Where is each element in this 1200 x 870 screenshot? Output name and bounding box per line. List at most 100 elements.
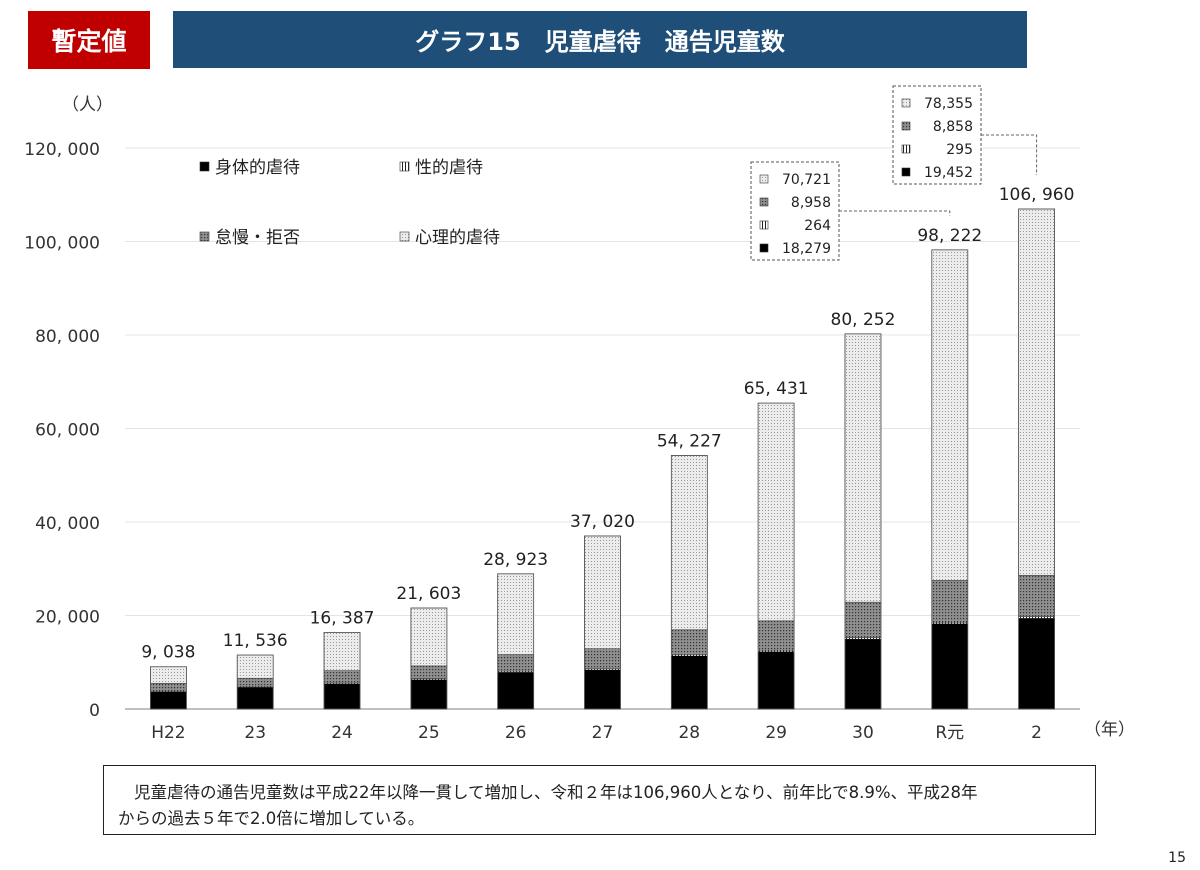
bar-outline	[757, 402, 795, 710]
bar-outline	[323, 631, 361, 710]
bar-segment	[844, 638, 882, 710]
legend-swatch	[399, 231, 410, 242]
bar-segment	[410, 678, 447, 680]
bar-segment	[931, 622, 968, 624]
callout-swatch	[901, 98, 911, 108]
bar-segment	[584, 648, 621, 670]
x-tick-label: 26	[505, 723, 527, 743]
bar-total-label: 11, 536	[223, 631, 288, 651]
callout-value: 70,721	[782, 172, 831, 188]
bar-segment	[844, 637, 881, 639]
bar-total-label: 28, 923	[483, 550, 548, 570]
callout-swatch	[759, 174, 769, 184]
y-tick-label: 120, 000	[24, 140, 100, 160]
bar-segment	[757, 651, 795, 710]
bar-total-label: 65, 431	[744, 379, 809, 399]
callout-value: 295	[946, 142, 973, 158]
bar-segment	[236, 686, 274, 710]
bar-segment	[671, 629, 708, 655]
summary-line-1: 児童虐待の通告児童数は平成22年以降一貫して増加し、令和２年は106,960人と…	[134, 783, 978, 802]
x-tick-label: 29	[765, 723, 787, 743]
bar-segment	[931, 623, 969, 710]
bar-segment	[323, 670, 361, 684]
legend-swatch	[399, 161, 410, 172]
x-tick-label: 28	[678, 723, 700, 743]
legend-label: 性的虐待	[415, 158, 483, 178]
legend-swatch	[199, 231, 210, 242]
legend-swatch	[199, 161, 210, 172]
bar-segment	[150, 691, 187, 710]
bar-segment	[1018, 208, 1055, 576]
y-tick-label: 100, 000	[24, 234, 100, 254]
bar-segment	[931, 580, 969, 623]
callout-value: 8,958	[791, 195, 831, 211]
stacked-bar-chart: 0 20, 000 40, 000 60, 000 80, 000 100, 000 120…	[24, 85, 1135, 743]
bar-segment	[150, 682, 187, 692]
bar-segment	[497, 654, 534, 672]
bar-segment	[671, 654, 708, 656]
bar-total-label: 37, 020	[570, 512, 635, 532]
callout-swatch	[901, 167, 911, 177]
callout-leader-line	[981, 134, 1038, 175]
bar-outline	[236, 654, 274, 710]
bar-segment	[237, 686, 274, 688]
bar-segment	[236, 677, 274, 687]
bar-total-label: 106, 960	[999, 185, 1075, 205]
legend-label: 身体的虐待	[215, 158, 300, 178]
y-tick-label: 80, 000	[35, 327, 100, 347]
bar-segment	[758, 650, 795, 652]
y-tick-label: 60, 000	[35, 421, 100, 441]
x-tick-label: 2	[1031, 723, 1042, 743]
bar-segment	[410, 679, 448, 710]
callout-leader-line	[839, 210, 951, 216]
bar-segment	[671, 655, 708, 710]
bar-total-label: 80, 252	[831, 310, 896, 330]
x-tick-label: R元	[935, 723, 964, 743]
bar-segment	[324, 683, 361, 684]
bar-segment	[584, 668, 621, 670]
callout-value: 8,858	[933, 119, 973, 135]
bar-segment	[844, 333, 882, 603]
bar-segment	[671, 455, 708, 631]
chart-title: グラフ15 児童虐待 通告児童数	[173, 11, 1027, 68]
bar-segment	[844, 601, 882, 639]
bar-segment	[323, 683, 361, 710]
legend-label: 怠慢・拒否	[215, 227, 300, 248]
callout-value: 78,355	[924, 96, 973, 112]
callout-value: 264	[804, 218, 831, 234]
callout-swatch	[759, 243, 769, 253]
bar-outline	[497, 573, 535, 710]
bar-total-label: 21, 603	[396, 584, 461, 604]
bar-total-label: 98, 222	[917, 226, 982, 246]
summary-box: 児童虐待の通告児童数は平成22年以降一貫して増加し、令和２年は106,960人と…	[103, 765, 1096, 835]
bar-segment	[1018, 617, 1055, 710]
bar-outline	[1018, 208, 1055, 710]
bar-outline	[150, 666, 187, 710]
bar-total-label: 54, 227	[657, 431, 722, 451]
bar-segment	[150, 666, 187, 684]
bar-segment	[323, 632, 361, 671]
y-tick-label: 0	[89, 701, 100, 721]
bar-segment	[757, 620, 795, 651]
bar-outline	[844, 333, 882, 710]
bar-total-label: 16, 387	[310, 608, 375, 628]
x-tick-label: H22	[151, 723, 185, 743]
bar-outline	[584, 535, 621, 710]
bar-segment	[236, 654, 274, 679]
bar-segment	[584, 535, 621, 649]
bar-segment	[497, 671, 534, 673]
x-tick-label: 30	[852, 723, 874, 743]
bar-segment	[584, 669, 621, 710]
callout-swatch	[759, 197, 769, 207]
x-tick-label: 27	[592, 723, 614, 743]
bar-outline	[410, 607, 448, 710]
summary-line-2: からの過去５年で2.0倍に増加している。	[118, 809, 425, 828]
callout-value: 19,452	[924, 165, 973, 181]
provisional-badge: 暫定値	[28, 11, 150, 69]
bar-segment	[1018, 574, 1055, 617]
callout-value: 18,279	[782, 241, 831, 257]
x-unit-label: （年）	[1084, 720, 1135, 740]
y-tick-label: 40, 000	[35, 514, 100, 534]
bar-segment	[931, 249, 969, 581]
page-number: 15	[1168, 850, 1186, 866]
